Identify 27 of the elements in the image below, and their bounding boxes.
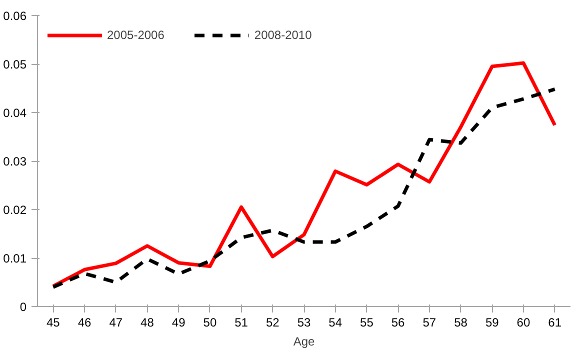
x-tick-label: 47 bbox=[109, 316, 123, 330]
y-tick-label: 0.06 bbox=[3, 9, 27, 23]
x-tick-label: 54 bbox=[328, 316, 342, 330]
x-tick-label: 55 bbox=[360, 316, 374, 330]
x-tick-label: 52 bbox=[266, 316, 280, 330]
x-axis-title: Age bbox=[293, 334, 315, 348]
x-tick-label: 46 bbox=[78, 316, 92, 330]
x-tick-label: 61 bbox=[548, 316, 562, 330]
x-tick-label: 48 bbox=[140, 316, 154, 330]
legend-label: 2005-2006 bbox=[107, 28, 164, 42]
y-tick-label: 0.02 bbox=[3, 203, 27, 217]
x-tick-label: 51 bbox=[234, 316, 248, 330]
x-tick-label: 58 bbox=[454, 316, 468, 330]
x-tick-label: 57 bbox=[422, 316, 436, 330]
x-tick-label: 50 bbox=[203, 316, 217, 330]
x-tick-label: 53 bbox=[297, 316, 311, 330]
x-tick-label: 56 bbox=[391, 316, 406, 330]
x-tick-label: 45 bbox=[46, 316, 60, 330]
y-tick-label: 0 bbox=[20, 300, 27, 314]
legend-label: 2008-2010 bbox=[254, 28, 312, 42]
y-tick-label: 0.01 bbox=[3, 252, 27, 266]
x-tick-label: 59 bbox=[485, 316, 500, 330]
y-tick-label: 0.04 bbox=[3, 106, 27, 120]
y-tick-label: 0.03 bbox=[3, 154, 27, 168]
x-tick-label: 60 bbox=[516, 316, 530, 330]
y-tick-label: 0.05 bbox=[3, 58, 27, 72]
x-tick-label: 49 bbox=[172, 316, 186, 330]
